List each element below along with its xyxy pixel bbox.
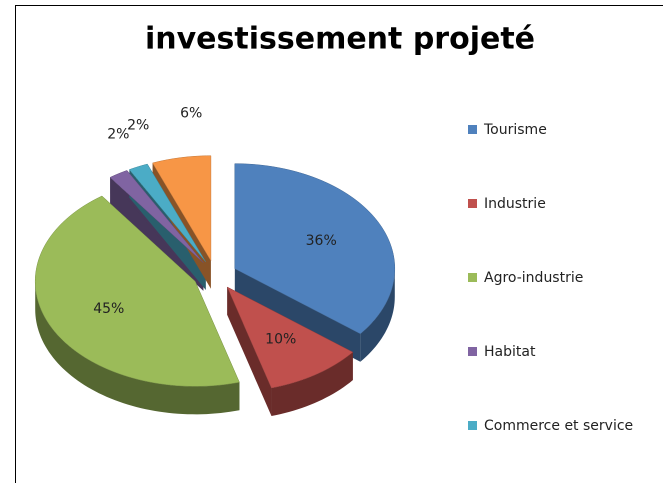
slice-side <box>234 268 361 362</box>
legend-label: Commerce et service <box>484 418 633 434</box>
pie-slice <box>152 155 212 262</box>
legend-swatch <box>468 347 477 356</box>
slice-side <box>227 287 272 416</box>
legend-label: Industrie <box>484 196 546 212</box>
legend-label: Tourisme <box>483 122 547 138</box>
pie-slice <box>226 286 354 389</box>
data-label: 36% <box>306 233 337 249</box>
legend-swatch <box>468 125 477 134</box>
legend-label: Agro-industrie <box>484 270 583 286</box>
legend-swatch <box>468 273 477 282</box>
data-label: 6% <box>180 105 202 121</box>
pie-slice <box>34 195 240 387</box>
data-label: 45% <box>93 301 124 317</box>
legend-label: Habitat <box>484 344 536 360</box>
slice-tops <box>34 155 396 389</box>
data-label: 2% <box>107 127 129 143</box>
data-label: 10% <box>265 331 296 347</box>
pie-slice <box>234 163 396 335</box>
slice-wall <box>360 268 395 362</box>
pie-slice <box>109 170 204 263</box>
slice-wall <box>35 281 240 415</box>
chart-title: investissement projeté <box>145 22 535 57</box>
legend-swatch <box>468 421 477 430</box>
slice-wall <box>271 352 353 416</box>
legend-swatch <box>468 199 477 208</box>
data-label: 2% <box>127 117 149 133</box>
pie-slice <box>128 163 206 262</box>
